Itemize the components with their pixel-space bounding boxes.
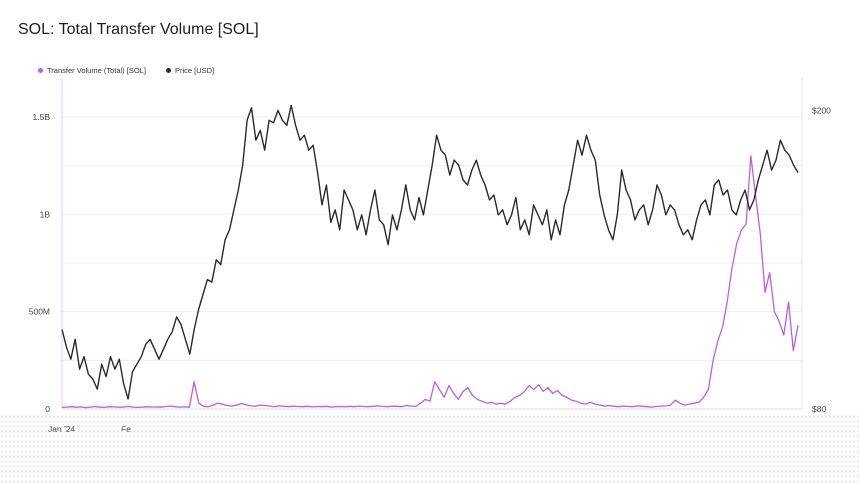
series-line-price [61,104,799,400]
legend-price-marker [165,68,171,73]
legend-item-price[interactable]: Price [USD] [165,66,215,75]
legend-volume-marker [38,68,43,73]
legend-volume-label: Transfer Volume (Total) [SOL] [47,66,146,75]
y-right-tick-label: $200 [812,105,831,115]
legend-price-label: Price [USD] [174,66,215,75]
noise-overlay [0,414,860,484]
y-right-tick-label: $80 [812,404,826,414]
series-line-transfer-volume [61,155,799,409]
y-left-tick-label: 1.5B [33,112,51,122]
y-left-tick-label: 500M [29,307,50,317]
chart-title: SOL: Total Transfer Volume [SOL] [18,21,259,38]
y-left-tick-label: 1B [40,209,51,219]
legend: Transfer Volume (Total) [SOL] Price [USD… [38,66,214,75]
legend-item-volume[interactable]: Transfer Volume (Total) [SOL] [38,66,146,75]
y-left-tick-label: 0 [45,404,50,414]
